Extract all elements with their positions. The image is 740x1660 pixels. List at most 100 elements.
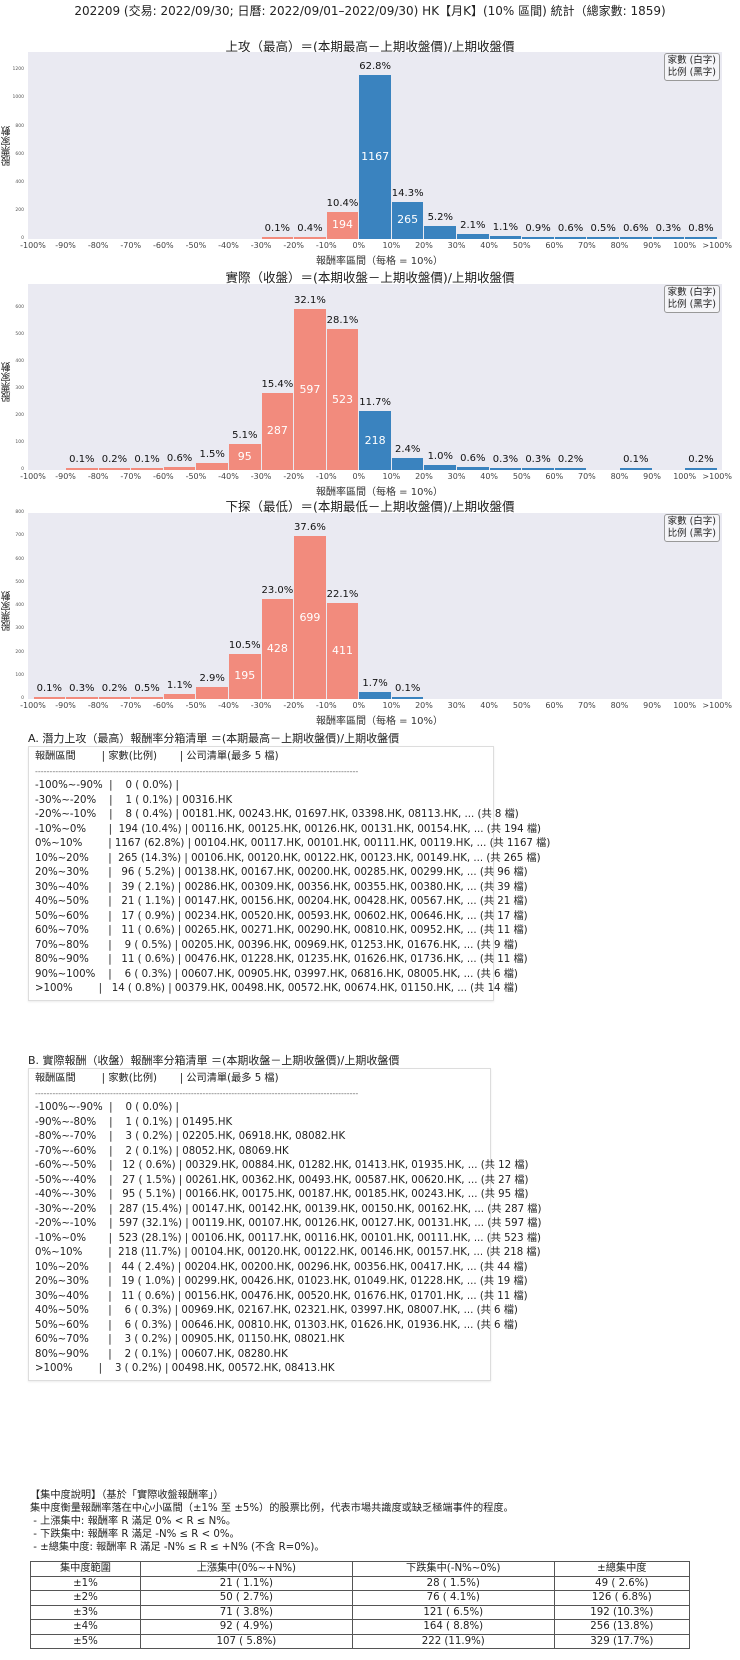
- x-tick-label: 90%: [643, 472, 661, 481]
- x-tick-label: 20%: [415, 472, 433, 481]
- x-tick-label: -80%: [87, 701, 109, 710]
- x-tick-label: 90%: [643, 241, 661, 250]
- x-tick-label: 70%: [578, 472, 596, 481]
- y-tick-label: 0: [21, 696, 24, 701]
- list-item: 90%~100% | 6 ( 0.3%) | 00607.HK, 00905.H…: [35, 968, 518, 980]
- list-item: 30%~40% | 39 ( 2.1%) | 00286.HK, 00309.H…: [35, 881, 528, 893]
- concentration-bullet: - 下跌集中: 報酬率 R 滿足 -N% ≤ R < 0%。: [30, 1529, 240, 1540]
- bar-percent-label: 28.1%: [326, 315, 359, 327]
- legend: 家數 (白字) 比例 (黑字): [663, 53, 720, 81]
- x-tick-label: 0%: [352, 701, 366, 710]
- section-b-box: 報酬區間 | 家數(比例) | 公司清單(最多 5 檔) -----------…: [28, 1068, 542, 1381]
- column-header: ±總集中度: [553, 1561, 691, 1577]
- x-tick-label: 20%: [415, 241, 433, 250]
- y-tick-label: 700: [15, 533, 24, 539]
- x-tick-label: 60%: [545, 472, 564, 481]
- x-tick-label: 10%: [382, 701, 401, 710]
- x-tick-label: 50%: [512, 701, 531, 710]
- x-tick-label: -50%: [185, 241, 207, 250]
- histogram-bar: 1167: [359, 74, 391, 239]
- chart-title: 下探（最低）＝(本期最低－上期收盤價)/上期收盤價: [225, 499, 515, 514]
- x-tick-label: 60%: [545, 701, 564, 710]
- table-row: ±4% 92 ( 4.9%) 164 ( 8.8%) 256 (13.8%): [30, 1619, 691, 1635]
- y-tick-label: 600: [15, 151, 24, 157]
- bar-percent-label: 5.1%: [232, 430, 258, 442]
- y-tick-label: 400: [15, 179, 24, 185]
- histogram-bar: [98, 468, 131, 470]
- x-tick-label: -20%: [283, 472, 304, 481]
- x-tick-label: 0%: [352, 241, 366, 250]
- histogram-bar: [554, 468, 587, 470]
- x-tick-label: -40%: [218, 241, 239, 250]
- bar-count-label: 287: [266, 424, 288, 438]
- list-item: 80%~90% | 2 ( 0.1%) | 00607.HK, 08280.HK: [35, 1348, 288, 1360]
- x-tick-label: 80%: [610, 472, 629, 481]
- y-tick-label: 600: [15, 556, 24, 562]
- x-tick-label: 40%: [480, 472, 499, 481]
- x-tick-label: -10%: [315, 472, 337, 481]
- x-tick-label: 30%: [447, 701, 466, 710]
- x-tick-label: -20%: [283, 241, 304, 250]
- section-b-rows: -100%~-90% | 0 ( 0.0%) | -90%~-80% | 1 ( …: [35, 1101, 542, 1377]
- list-item: 10%~20% | 265 (14.3%) | 00106.HK, 00120.…: [35, 852, 541, 864]
- histogram-bar: [98, 697, 131, 699]
- chart-title: 實際（收盤）＝(本期收盤－上期收盤價)/上期收盤價: [225, 270, 515, 285]
- x-tick-label: 30%: [447, 241, 466, 250]
- histogram-bar: [131, 696, 163, 699]
- list-item: -30%~-20% | 287 (15.4%) | 00147.HK, 0014…: [35, 1203, 542, 1215]
- bar-count-label: 195: [234, 669, 256, 683]
- y-tick-label: 100: [15, 440, 24, 446]
- y-tick-label: 200: [15, 207, 24, 213]
- section-a-header: 報酬區間 | 家數(比例) | 公司清單(最多 5 檔): [35, 751, 279, 762]
- bar-percent-label: 2.4%: [394, 444, 421, 456]
- y-tick-label: 300: [15, 386, 24, 392]
- x-tick-label: >100%: [702, 472, 732, 481]
- histogram-bar: [489, 468, 522, 470]
- plot-area: [28, 513, 722, 699]
- histogram-bar: 218: [359, 411, 391, 470]
- bar-percent-label: 1.5%: [199, 448, 225, 460]
- x-tick-label: 10%: [382, 241, 401, 250]
- bar-count-label: 95: [237, 450, 252, 464]
- histogram-bar: [66, 697, 98, 699]
- x-tick-label: -60%: [152, 241, 174, 250]
- list-item: 50%~60% | 6 ( 0.3%) | 00646.HK, 00810.HK…: [35, 1319, 518, 1331]
- y-tick-label: 800: [15, 123, 24, 129]
- bar-count-label: 194: [332, 218, 354, 232]
- bar-count-label: 428: [266, 642, 288, 656]
- y-tick-label: 0: [21, 236, 24, 241]
- bar-percent-label: 0.2%: [557, 454, 584, 465]
- histogram-bar: 194: [326, 211, 359, 239]
- histogram-bar: [359, 691, 391, 699]
- bar-percent-label: 0.3%: [69, 683, 95, 694]
- x-tick-label: -70%: [120, 472, 142, 481]
- list-item: 40%~50% | 6 ( 0.3%) | 00969.HK, 02167.HK…: [35, 1305, 518, 1316]
- histogram-bar: [294, 237, 326, 239]
- bar-percent-label: 10.4%: [326, 197, 359, 209]
- x-tick-label: 100%: [673, 701, 697, 710]
- y-tick-label: 200: [15, 413, 24, 419]
- bar-percent-label: 1.1%: [492, 222, 519, 234]
- bar-percent-label: 1.0%: [427, 450, 453, 462]
- bar-percent-label: 0.1%: [134, 454, 160, 465]
- bar-percent-label: 0.9%: [525, 222, 551, 234]
- list-item: 80%~90% | 11 ( 0.6%) | 00476.HK, 01228.H…: [35, 954, 528, 965]
- x-tick-label: -40%: [218, 701, 239, 710]
- x-tick-label: 70%: [578, 241, 596, 250]
- bar-percent-label: 0.2%: [688, 454, 714, 465]
- x-tick-label: -90%: [55, 241, 76, 250]
- x-tick-label: -100%: [20, 472, 46, 481]
- table-row: ±1% 21 ( 1.1%) 28 ( 1.5%) 49 ( 2.6%): [30, 1575, 691, 1591]
- bar-percent-label: 37.6%: [294, 522, 326, 534]
- list-item: 20%~30% | 19 ( 1.0%) | 00299.HK, 00426.H…: [35, 1276, 528, 1287]
- section-a-box: 報酬區間 | 家數(比例) | 公司清單(最多 5 檔) -----------…: [28, 746, 550, 1001]
- list-item: -50%~-40% | 27 ( 1.5%) | 00261.HK, 00362…: [35, 1174, 529, 1186]
- bar-percent-label: 0.2%: [101, 683, 128, 694]
- bar-percent-label: 1.1%: [166, 680, 193, 692]
- x-tick-label: -100%: [20, 701, 46, 710]
- bar-percent-label: 14.3%: [391, 187, 424, 199]
- x-tick-label: 80%: [610, 241, 629, 250]
- x-tick-label: -10%: [315, 701, 337, 710]
- y-tick-label: 300: [15, 626, 24, 632]
- y-axis-label: 股票家數: [2, 362, 13, 402]
